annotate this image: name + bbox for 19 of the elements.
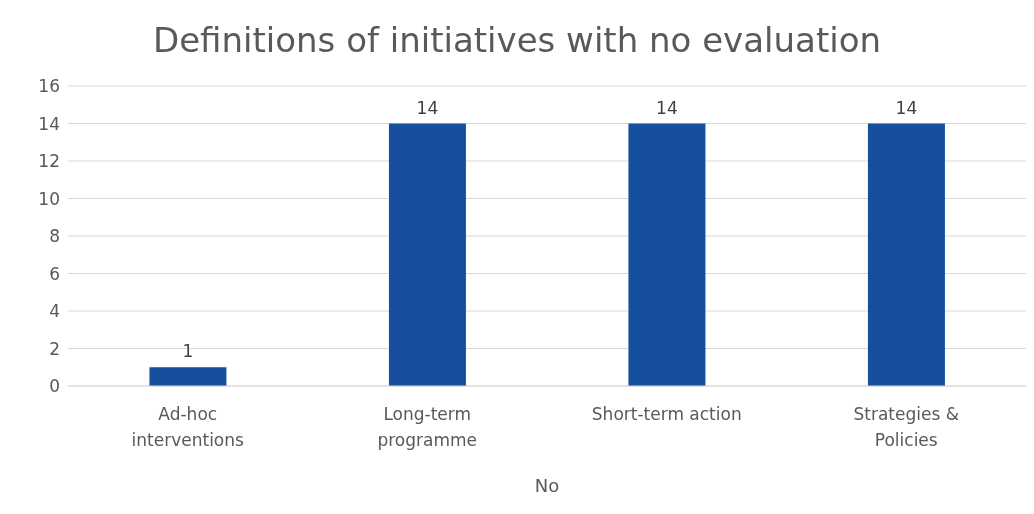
- y-tick-label: 8: [49, 226, 60, 247]
- data-label: 14: [416, 97, 439, 118]
- x-tick-label: Long-term programme: [377, 404, 478, 450]
- y-tick-label: 4: [49, 301, 60, 322]
- y-tick-label: 12: [38, 151, 60, 172]
- data-label: 1: [182, 341, 194, 362]
- x-tick-label: Ad-hoc interventions: [131, 404, 245, 450]
- y-tick-label: 2: [49, 338, 60, 359]
- y-tick-label: 10: [38, 188, 60, 209]
- x-tick-label: Short-term action: [591, 404, 742, 424]
- data-label: 14: [656, 97, 678, 118]
- x-tick-label: Strategies & Policies: [853, 404, 959, 450]
- chart-title: Definitions of initiatives with no evaluation: [151, 19, 883, 62]
- x-axis-title: No: [534, 475, 560, 496]
- y-tick-label: 16: [38, 76, 60, 97]
- y-tick-label: 0: [49, 376, 60, 397]
- y-tick-label: 14: [38, 113, 60, 134]
- data-label: 14: [895, 97, 918, 118]
- y-tick-label: 6: [49, 263, 60, 284]
